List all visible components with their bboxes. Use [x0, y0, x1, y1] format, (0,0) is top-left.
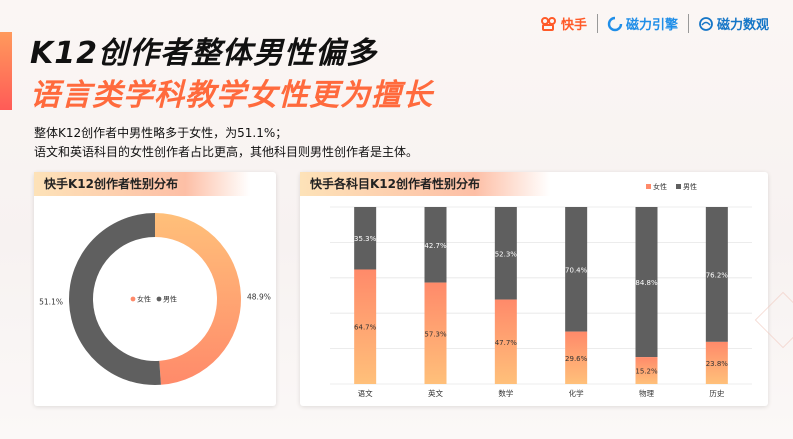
- bar-label-male: 35.3%: [354, 235, 377, 243]
- legend-label: 女性: [137, 295, 151, 304]
- cili-shuguan-logo: 磁力数观: [687, 14, 779, 33]
- cili-yinqing-icon: [607, 16, 623, 31]
- bar-male-0: [354, 207, 377, 270]
- donut-chart: 48.9% 51.1% 女性 男性: [39, 213, 271, 385]
- description-line-2: 语文和英语科目的女性创作者占比更高，其他科目则男性创作者是主体。: [34, 145, 419, 159]
- legend-swatch: [130, 296, 136, 302]
- page-title: K12创作者整体男性偏多: [30, 36, 377, 71]
- bar-label-female: 57.3%: [424, 330, 447, 338]
- bar-female-2: [494, 299, 517, 384]
- bar-female-4: [635, 357, 658, 384]
- cili-yinqing-logo: 磁力引擎: [596, 14, 688, 33]
- bar-male-1: [424, 207, 447, 283]
- brand-logos: 快手 磁力引擎 磁力数观: [531, 14, 779, 33]
- description: 整体K12创作者中男性略多于女性，为51.1%； 语文和英语科目的女性创作者占比…: [34, 124, 418, 162]
- bar-female-1: [424, 282, 447, 384]
- bar-label-male: 42.7%: [424, 242, 447, 250]
- kuaishou-logo-text: 快手: [560, 18, 587, 33]
- legend-swatch: [646, 184, 651, 189]
- cili-shuguan-logo-text: 磁力数观: [716, 18, 769, 33]
- x-tick-label: 物理: [639, 388, 654, 398]
- legend-swatch: [156, 296, 162, 302]
- x-tick-label: 语文: [358, 388, 373, 398]
- x-tick-label: 数学: [498, 388, 513, 398]
- bar-label-female: 64.7%: [354, 324, 377, 332]
- legend-label: 男性: [683, 182, 697, 191]
- donut-slice-label: 48.9%: [247, 292, 271, 301]
- bar-label-male: 52.3%: [495, 250, 518, 258]
- bar-chart-title: 快手各科目K12创作者性别分布: [300, 172, 550, 196]
- x-tick-label: 历史: [709, 388, 724, 398]
- legend-label: 男性: [163, 295, 177, 304]
- donut-chart-title: 快手K12创作者性别分布: [34, 172, 250, 196]
- description-line-1: 整体K12创作者中男性略多于女性，为51.1%；: [34, 126, 288, 140]
- legend-label: 女性: [653, 182, 667, 191]
- bar-label-male: 84.8%: [635, 279, 658, 287]
- bar-label-female: 29.6%: [565, 355, 588, 363]
- cili-shuguan-icon: [699, 16, 713, 31]
- x-tick-label: 英文: [428, 388, 443, 398]
- donut-chart-card: 快手K12创作者性别分布 48.9% 51.1% 女性 男性: [34, 172, 276, 406]
- donut-slice-female: [155, 213, 241, 385]
- stacked-bar-chart: 女性 男性 35.3% 64.7% 语文 42.7% 57.3% 英文 52.3% 47.7% 数学…: [330, 182, 752, 398]
- bar-female-5: [705, 341, 728, 384]
- kuaishou-logo: 快手: [531, 14, 597, 33]
- bar-male-3: [565, 207, 588, 332]
- legend-swatch: [676, 184, 681, 189]
- bar-male-4: [635, 207, 658, 358]
- cili-yinqing-logo-text: 磁力引擎: [625, 18, 678, 33]
- bar-label-female: 23.8%: [706, 360, 729, 368]
- bar-label-male: 76.2%: [706, 271, 729, 279]
- bar-label-male: 70.4%: [565, 266, 588, 274]
- donut-slice-male: [68, 213, 161, 385]
- bar-label-female: 47.7%: [495, 339, 518, 347]
- bar-female-0: [354, 269, 377, 384]
- kuaishou-icon: [540, 16, 556, 31]
- bar-female-3: [565, 331, 588, 384]
- bar-label-female: 15.2%: [635, 368, 658, 376]
- x-tick-label: 化学: [569, 388, 585, 398]
- donut-legend: 女性 男性: [130, 295, 177, 304]
- page-subtitle: 语言类学科教学女性更为擅长: [30, 78, 433, 113]
- bar-male-2: [494, 207, 517, 300]
- title-accent-bar: [0, 32, 12, 110]
- bar-chart-card: 快手各科目K12创作者性别分布 女性 男性 35.3% 64.7% 语文 42.7% 57.…: [300, 172, 768, 406]
- donut-slice-label: 51.1%: [39, 298, 63, 307]
- bar-male-5: [705, 207, 728, 342]
